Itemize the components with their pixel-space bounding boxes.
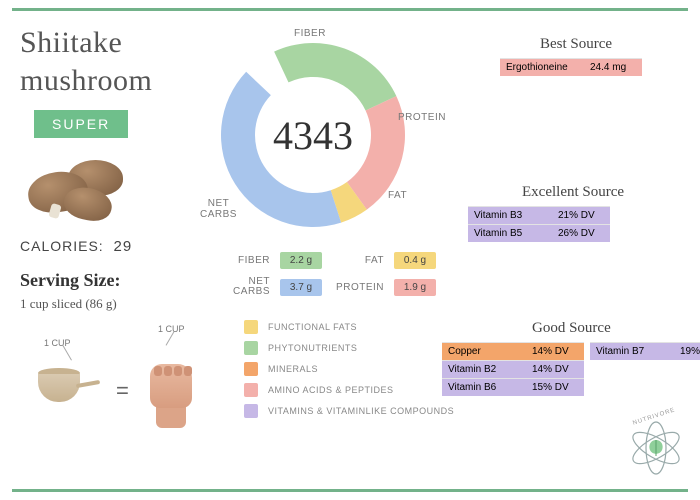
macro-chips: FIBER 2.2 g FAT 0.4 g NET CARBS 3.7 g PR… xyxy=(218,252,436,305)
nutrivore-score: 4343 xyxy=(208,30,418,240)
macro-chip: 1.9 g xyxy=(394,279,436,296)
legend-row: VITAMINS & VITAMINLIKE COMPOUNDS xyxy=(244,404,454,418)
source-name: Copper xyxy=(442,342,526,360)
calories: CALORIES: 29 xyxy=(20,238,132,255)
source-value: 19% DV xyxy=(674,342,700,360)
equals-sign: = xyxy=(116,378,129,404)
title-line1: Shiitake xyxy=(20,24,152,62)
calories-value: 29 xyxy=(113,238,132,255)
macro-chip: 0.4 g xyxy=(394,252,436,269)
legend-row: FUNCTIONAL FATS xyxy=(244,320,454,334)
legend-row: PHYTONUTRIENTS xyxy=(244,341,454,355)
source-value: 26% DV xyxy=(552,224,610,242)
donut-label-netcarbs: NET CARBS xyxy=(200,198,237,220)
source-row: Vitamin B615% DV xyxy=(442,378,700,396)
source-value: 14% DV xyxy=(526,342,584,360)
cup-label-1: 1 CUP xyxy=(44,338,71,348)
source-name: Vitamin B7 xyxy=(590,342,674,360)
calories-label: CALORIES: xyxy=(20,238,104,254)
legend-swatch xyxy=(244,404,258,418)
food-title: Shiitake mushroom xyxy=(20,24,152,99)
source-name: Vitamin B2 xyxy=(442,360,526,378)
macro-label: FAT xyxy=(332,255,384,266)
rating-badge: SUPER xyxy=(34,110,128,138)
source-value: 21% DV xyxy=(552,206,610,224)
source-row: Vitamin B526% DV xyxy=(468,224,610,242)
donut-chart: 4343 FIBER PROTEIN FAT NET CARBS xyxy=(208,30,418,240)
donut-label-fat: FAT xyxy=(388,190,407,201)
serving-value: 1 cup sliced (86 g) xyxy=(20,296,117,312)
source-value: 14% DV xyxy=(526,360,584,378)
good-source-title: Good Source xyxy=(532,320,611,337)
source-value: 24.4 mg xyxy=(584,58,642,76)
macro-label: NET CARBS xyxy=(218,277,270,297)
good-source-rows: Copper14% DVVitamin B719% DVVitamin B214… xyxy=(442,342,700,396)
source-name: Ergothioneine xyxy=(500,58,584,76)
source-value: 15% DV xyxy=(526,378,584,396)
legend-label: PHYTONUTRIENTS xyxy=(268,343,357,353)
excellent-source-rows: Vitamin B321% DVVitamin B526% DV xyxy=(468,206,610,242)
macro-chip: 2.2 g xyxy=(280,252,322,269)
legend-swatch xyxy=(244,362,258,376)
source-row: Vitamin B214% DV xyxy=(442,360,700,378)
legend-row: AMINO ACIDS & PEPTIDES xyxy=(244,383,454,397)
legend-swatch xyxy=(244,383,258,397)
category-legend: FUNCTIONAL FATS PHYTONUTRIENTS MINERALS AMI… xyxy=(244,320,454,425)
legend-label: MINERALS xyxy=(268,364,318,374)
measuring-cup-icon xyxy=(38,368,92,408)
source-name: Vitamin B3 xyxy=(468,206,552,224)
title-line2: mushroom xyxy=(20,62,152,100)
best-source-title: Best Source xyxy=(540,36,612,53)
macro-label: FIBER xyxy=(218,255,270,266)
legend-row: MINERALS xyxy=(244,362,454,376)
source-row: Vitamin B321% DV xyxy=(468,206,610,224)
serving-heading: Serving Size: xyxy=(20,270,121,291)
source-name: Vitamin B6 xyxy=(442,378,526,396)
top-rule xyxy=(12,8,688,11)
excellent-source-title: Excellent Source xyxy=(522,184,624,201)
food-image xyxy=(16,150,136,220)
source-row: Ergothioneine24.4 mg xyxy=(500,58,642,76)
legend-label: AMINO ACIDS & PEPTIDES xyxy=(268,385,394,395)
legend-swatch xyxy=(244,320,258,334)
cup-label-2: 1 CUP xyxy=(158,324,185,334)
donut-label-protein: PROTEIN xyxy=(398,112,446,123)
legend-label: VITAMINS & VITAMINLIKE COMPOUNDS xyxy=(268,406,454,416)
fist-icon xyxy=(144,356,202,426)
donut-label-fiber: FIBER xyxy=(294,28,326,39)
source-name: Vitamin B5 xyxy=(468,224,552,242)
legend-label: FUNCTIONAL FATS xyxy=(268,322,357,332)
serving-visual: 1 CUP 1 CUP = xyxy=(20,320,220,430)
macro-chip: 3.7 g xyxy=(280,279,322,296)
bottom-rule xyxy=(12,489,688,492)
best-source-rows: Ergothioneine24.4 mg xyxy=(500,58,642,76)
source-row: Copper14% DV Vitamin B719% DV xyxy=(442,342,700,360)
legend-swatch xyxy=(244,341,258,355)
macro-label: PROTEIN xyxy=(332,282,384,293)
nutrivore-logo: NUTRIVORE xyxy=(626,418,686,478)
